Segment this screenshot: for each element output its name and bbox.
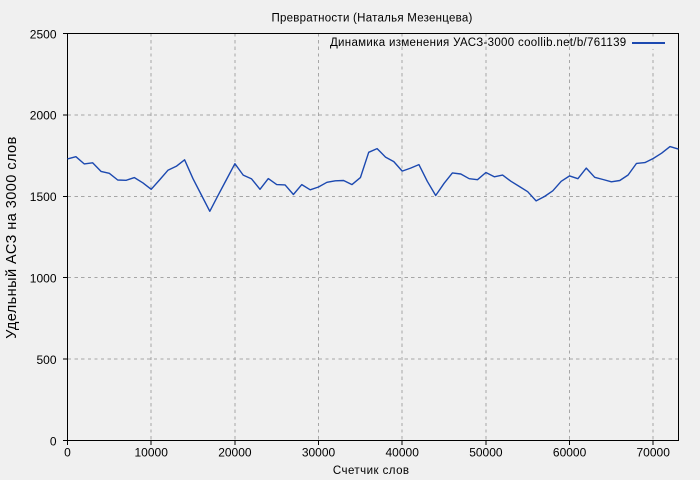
svg-text:50000: 50000 [469,446,503,460]
svg-text:Счетчик слов: Счетчик слов [333,465,410,477]
svg-text:10000: 10000 [135,446,169,460]
svg-text:30000: 30000 [302,446,336,460]
svg-text:0: 0 [50,434,57,448]
svg-text:2000: 2000 [30,109,57,123]
svg-text:Превратности (Наталья Мезенцев: Превратности (Наталья Мезенцева) [271,13,472,25]
svg-text:Динамика изменения УАСЗ-3000 c: Динамика изменения УАСЗ-3000 coollib.net… [330,37,627,49]
svg-text:60000: 60000 [553,446,587,460]
svg-text:Удельный АСЗ на 3000 слов: Удельный АСЗ на 3000 слов [4,136,20,338]
svg-text:40000: 40000 [386,446,420,460]
svg-text:1000: 1000 [30,272,57,286]
svg-text:2500: 2500 [30,27,57,41]
svg-text:20000: 20000 [218,446,252,460]
svg-text:500: 500 [36,353,56,367]
svg-text:70000: 70000 [637,446,671,460]
svg-text:1500: 1500 [30,190,57,204]
svg-text:0: 0 [64,446,71,460]
